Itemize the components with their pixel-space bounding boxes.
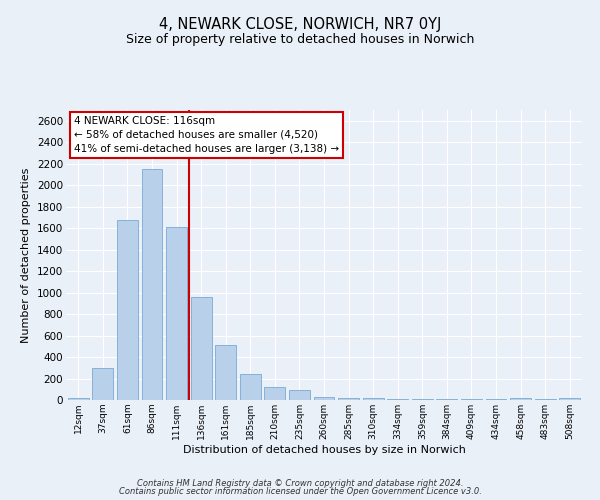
- Text: Contains public sector information licensed under the Open Government Licence v3: Contains public sector information licen…: [119, 487, 481, 496]
- Text: Contains HM Land Registry data © Crown copyright and database right 2024.: Contains HM Land Registry data © Crown c…: [137, 478, 463, 488]
- Bar: [142, 169, 163, 400]
- Bar: [191, 297, 212, 400]
- Y-axis label: Number of detached properties: Number of detached properties: [22, 168, 31, 342]
- Bar: [117, 220, 138, 400]
- X-axis label: Distribution of detached houses by size in Norwich: Distribution of detached houses by size …: [182, 444, 466, 454]
- Bar: [68, 398, 89, 400]
- Bar: [314, 397, 334, 400]
- Bar: [240, 374, 261, 400]
- Text: 4, NEWARK CLOSE, NORWICH, NR7 0YJ: 4, NEWARK CLOSE, NORWICH, NR7 0YJ: [159, 18, 441, 32]
- Bar: [387, 399, 408, 400]
- Bar: [92, 368, 113, 400]
- Text: Size of property relative to detached houses in Norwich: Size of property relative to detached ho…: [126, 32, 474, 46]
- Bar: [265, 386, 286, 400]
- Bar: [510, 398, 531, 400]
- Bar: [436, 399, 457, 400]
- Bar: [412, 399, 433, 400]
- Text: 4 NEWARK CLOSE: 116sqm
← 58% of detached houses are smaller (4,520)
41% of semi-: 4 NEWARK CLOSE: 116sqm ← 58% of detached…: [74, 116, 339, 154]
- Bar: [166, 227, 187, 400]
- Bar: [362, 398, 383, 400]
- Bar: [215, 345, 236, 400]
- Bar: [559, 398, 580, 400]
- Bar: [338, 398, 359, 400]
- Bar: [289, 390, 310, 400]
